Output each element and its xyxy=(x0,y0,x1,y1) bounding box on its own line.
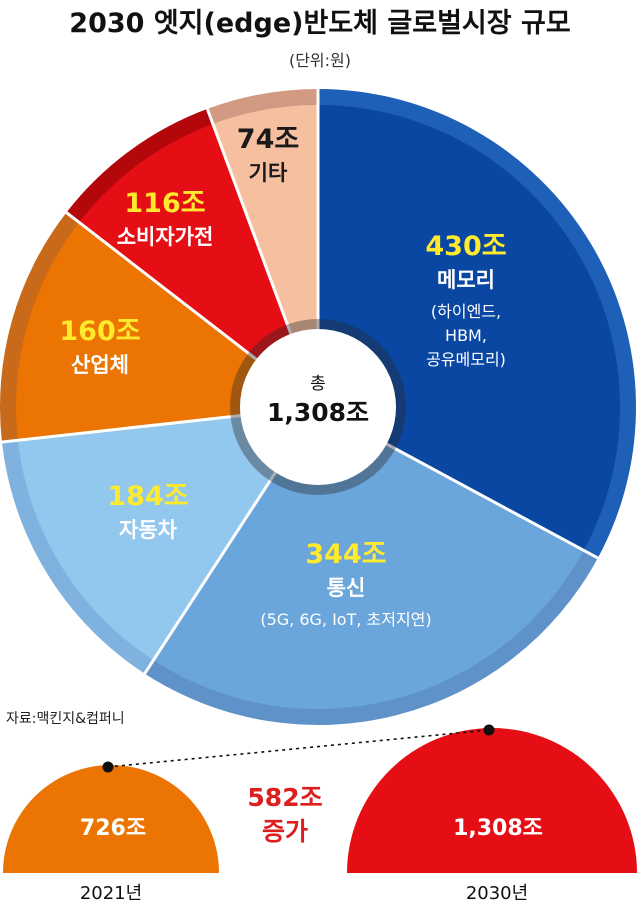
growth-semicircle-2030 xyxy=(347,728,637,873)
growth-connector xyxy=(107,729,490,768)
slice-name-label: 산업체 xyxy=(71,353,129,377)
chart-title: 2030 엣지(edge)반도체 글로벌시장 규모 xyxy=(69,8,570,39)
center-hole xyxy=(240,329,396,485)
growth-year-label: 2030년 xyxy=(466,883,528,904)
slice-3 xyxy=(15,222,318,441)
unit-note: (단위:원) xyxy=(289,51,351,70)
slice-2 xyxy=(17,407,319,661)
slice-name-label: 자동차 xyxy=(119,518,178,542)
slice-value-label: 344조 xyxy=(305,539,386,570)
growth-year-label: 2021년 xyxy=(80,883,142,904)
slice-detail-label: (하이엔드, xyxy=(431,302,501,321)
slice-5 xyxy=(212,105,318,407)
slice-detail-label: (5G, 6G, IoT, 초저지연) xyxy=(260,610,431,629)
slice-detail-label: HBM, xyxy=(445,326,487,345)
growth-value-label: 726조 xyxy=(80,816,146,841)
slice-detail-label: 공유메모리) xyxy=(426,350,506,369)
slice-value-label: 116조 xyxy=(124,188,205,219)
increase-label: 582조 xyxy=(247,783,322,812)
slice-4 xyxy=(79,123,318,407)
growth-semicircle-2021 xyxy=(3,765,219,873)
center-total-value: 1,308조 xyxy=(267,398,369,427)
growth-dot-0 xyxy=(102,761,114,773)
center-total-label: 총 xyxy=(310,374,326,394)
slice-name-label: 통신 xyxy=(327,576,366,600)
slice-value-label: 160조 xyxy=(59,316,140,347)
growth-dot-1 xyxy=(483,724,495,736)
slice-value-label: 184조 xyxy=(107,481,188,512)
slice-value-label: 74조 xyxy=(237,124,299,155)
slice-1 xyxy=(153,407,584,709)
slice-0 xyxy=(318,105,620,551)
increase-label: 증가 xyxy=(262,817,308,846)
source-note: 자료:맥킨지&컴퍼니 xyxy=(6,711,125,727)
growth-value-label: 1,308조 xyxy=(453,816,543,841)
slice-name-label: 소비자가전 xyxy=(117,225,214,249)
slice-value-label: 430조 xyxy=(425,231,506,262)
slice-name-label: 기타 xyxy=(249,161,288,185)
slice-name-label: 메모리 xyxy=(437,268,495,292)
